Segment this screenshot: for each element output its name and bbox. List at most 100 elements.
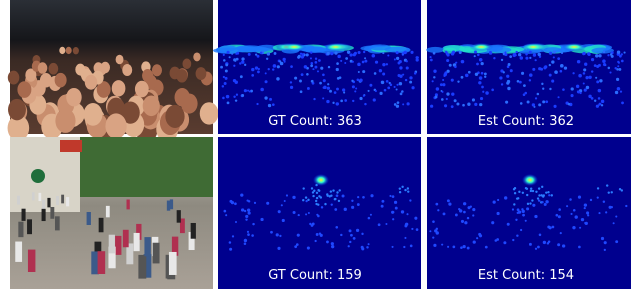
density-point: [481, 86, 484, 89]
density-point: [404, 237, 406, 239]
density-point: [625, 205, 627, 207]
person: [177, 210, 181, 223]
person: [167, 201, 170, 211]
density-point: [233, 95, 235, 97]
density-point: [401, 186, 403, 188]
density-point: [319, 82, 322, 85]
density-point: [615, 240, 618, 243]
density-point: [301, 73, 304, 76]
density-point: [411, 228, 413, 230]
density-point: [402, 74, 404, 76]
density-point: [552, 226, 555, 229]
density-point: [463, 202, 466, 205]
density-point: [323, 79, 326, 82]
density-point: [467, 103, 470, 106]
density-point: [458, 208, 460, 210]
density-point: [510, 69, 513, 72]
density-point: [521, 72, 524, 75]
density-point: [327, 195, 329, 197]
density-point: [596, 105, 599, 108]
density-point: [320, 234, 323, 237]
density-point: [582, 52, 585, 55]
density-point: [549, 64, 551, 66]
person: [191, 223, 196, 239]
density-point: [580, 92, 582, 94]
density-point: [297, 56, 300, 59]
density-point: [614, 67, 616, 69]
gt-count-label: GT Count: 159: [268, 268, 362, 283]
person: [50, 207, 54, 219]
density-point: [442, 83, 445, 86]
density-point: [394, 86, 396, 88]
density-point: [621, 53, 623, 55]
person: [123, 230, 129, 247]
density-point: [224, 210, 227, 213]
density-point: [392, 218, 394, 220]
density-point: [220, 66, 223, 69]
density-point: [497, 212, 500, 215]
density-point: [560, 70, 563, 73]
density-band: [443, 45, 465, 51]
density-point: [479, 103, 482, 106]
density-point: [501, 59, 503, 61]
density-point: [547, 242, 549, 244]
person: [169, 252, 177, 275]
density-point: [558, 215, 561, 218]
density-point: [385, 223, 387, 225]
density-point: [485, 91, 489, 95]
density-point: [389, 195, 391, 197]
head: [66, 47, 72, 54]
density-point: [573, 209, 576, 212]
density-point: [447, 70, 450, 73]
density-point: [372, 54, 376, 58]
density-point: [379, 69, 382, 72]
density-point: [491, 221, 494, 224]
density-point: [534, 215, 537, 218]
density-point: [609, 71, 611, 73]
person: [32, 192, 35, 200]
density-point: [617, 65, 619, 67]
density-point: [601, 237, 604, 240]
density-point: [590, 199, 592, 201]
density-point: [525, 220, 527, 222]
density-point: [405, 79, 407, 81]
density-point: [316, 214, 318, 216]
density-point: [455, 214, 458, 217]
density-point: [382, 52, 384, 54]
person: [28, 250, 35, 272]
head: [116, 55, 124, 64]
density-point: [473, 240, 476, 243]
density-point: [497, 199, 499, 201]
density-point: [225, 70, 228, 73]
density-point: [411, 86, 414, 89]
density-point: [358, 71, 360, 73]
head: [142, 69, 153, 82]
density-point: [604, 241, 607, 244]
density-point: [594, 100, 596, 102]
head: [73, 47, 79, 54]
density-point: [315, 184, 317, 186]
density-point: [538, 53, 541, 56]
density-point: [525, 53, 528, 56]
density-point: [621, 60, 624, 63]
density-point: [451, 79, 454, 82]
density-point: [384, 89, 387, 92]
density-band: [239, 46, 258, 52]
density-point: [581, 218, 584, 221]
density-point: [284, 61, 286, 63]
density-point: [247, 231, 249, 233]
density-point: [541, 186, 543, 188]
density-point: [432, 237, 434, 239]
density-point: [327, 83, 329, 85]
density-point: [553, 56, 555, 58]
density-point: [503, 71, 505, 73]
density-point: [617, 50, 620, 53]
density-point: [245, 215, 248, 218]
density-point: [327, 87, 330, 90]
density-point: [305, 200, 307, 202]
hotspot: [521, 43, 545, 51]
density-point: [609, 206, 612, 209]
density-point: [432, 80, 434, 82]
density-point: [537, 197, 539, 199]
density-point: [321, 206, 323, 208]
